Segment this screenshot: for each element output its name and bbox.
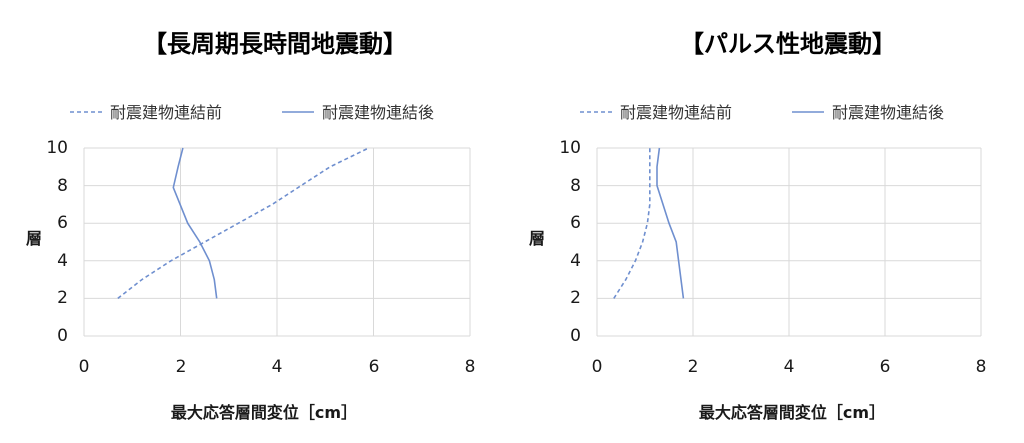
x-axis-label: 最大応答層間変位［cm］ [171,403,357,422]
x-tick-label: 2 [688,357,699,377]
series-line-before [613,148,651,299]
x-tick-label: 6 [880,357,891,377]
y-tick-label: 4 [57,251,68,271]
legend-label-before: 耐震建物連結前 [110,103,222,122]
legend: 耐震建物連結前 耐震建物連結後 [70,103,434,122]
legend-label-before: 耐震建物連結前 [620,103,732,122]
y-tick-label: 4 [570,251,581,271]
series-line-after [172,147,218,299]
y-tick-label: 8 [570,176,581,196]
x-tick-labels: 0 2 4 6 8 [592,357,987,377]
x-tick-labels: 0 2 4 6 8 [79,357,476,377]
y-tick-label: 10 [46,138,68,158]
plot-series [117,147,370,300]
x-tick-label: 2 [176,357,187,377]
y-tick-labels: 0 2 4 6 8 10 [559,138,581,346]
y-tick-label: 10 [559,138,581,158]
legend-label-after: 耐震建物連結後 [322,103,434,122]
chart-title: 【パルス性地震動】 [680,30,896,58]
x-tick-label: 8 [976,357,987,377]
y-tick-label: 8 [57,176,68,196]
y-axis-label: 層 [26,229,42,248]
legend: 耐震建物連結前 耐震建物連結後 [580,103,944,122]
chart-panel-long-period: 【長周期長時間地震動】 耐震建物連結前 耐震建物連結後 0 2 4 6 8 0 … [26,30,475,422]
chart-title: 【長周期長時間地震動】 [143,30,407,58]
y-tick-label: 2 [570,288,581,308]
legend-label-after: 耐震建物連結後 [832,103,944,122]
series-line-before [117,147,370,300]
y-tick-label: 6 [570,213,581,233]
y-tick-label: 2 [57,288,68,308]
y-tick-label: 0 [570,326,581,346]
y-tick-labels: 0 2 4 6 8 10 [46,138,68,346]
plot-grid [596,147,982,337]
chart-panel-pulse: 【パルス性地震動】 耐震建物連結前 耐震建物連結後 0 2 4 6 8 0 2 … [529,30,986,422]
x-tick-label: 0 [592,357,603,377]
x-tick-label: 4 [784,357,795,377]
y-tick-label: 0 [57,326,68,346]
plot-grid [83,147,471,337]
series-line-after [656,147,685,299]
x-tick-label: 4 [272,357,283,377]
x-axis-label: 最大応答層間変位［cm］ [699,403,885,422]
y-axis-label: 層 [529,229,545,248]
x-tick-label: 0 [79,357,90,377]
x-tick-label: 8 [465,357,476,377]
x-tick-label: 6 [369,357,380,377]
plot-series [613,147,685,299]
y-tick-label: 6 [57,213,68,233]
